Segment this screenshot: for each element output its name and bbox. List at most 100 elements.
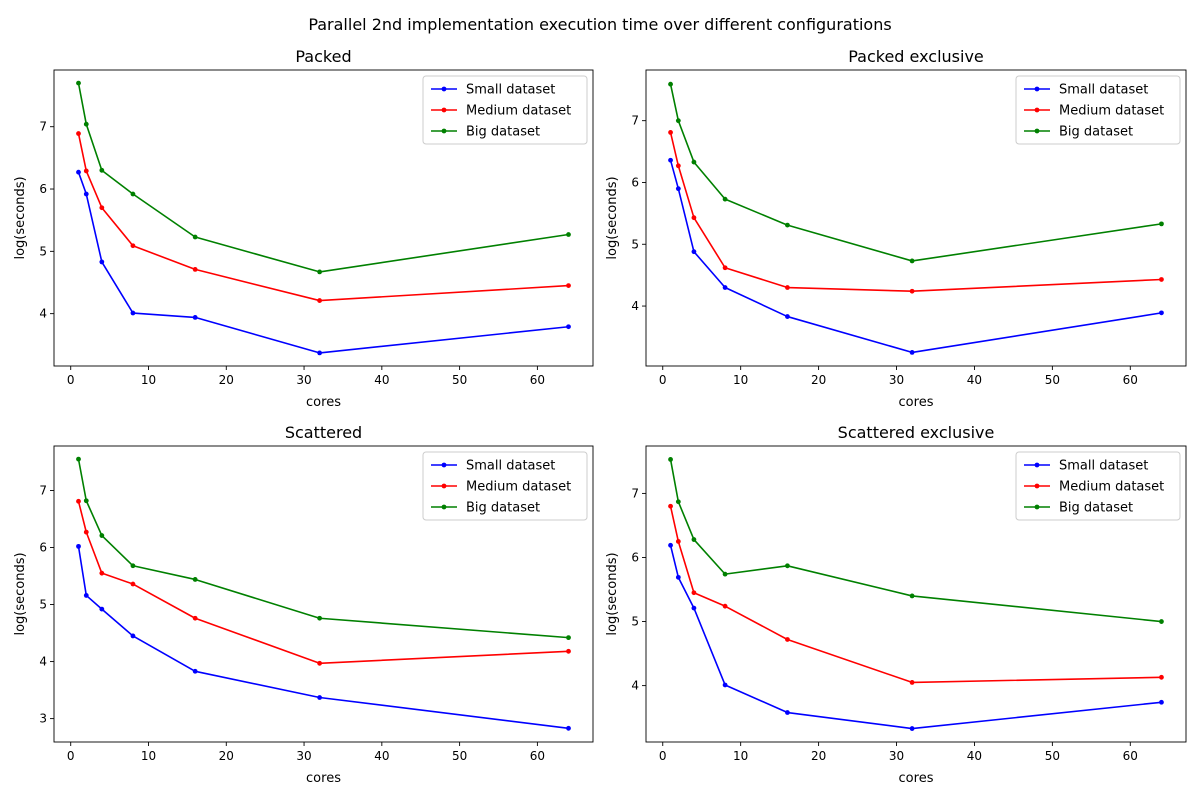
data-point	[83, 529, 89, 535]
data-point	[76, 498, 81, 504]
series-line-1	[77, 133, 569, 302]
x-tick-label: 50	[452, 749, 467, 763]
series-line-1	[77, 501, 569, 665]
data-point	[785, 637, 790, 642]
legend-marker	[1034, 483, 1040, 489]
data-point	[83, 168, 89, 174]
y-tick-label: 3	[39, 712, 47, 726]
data-point	[566, 648, 571, 654]
data-point	[722, 285, 728, 290]
x-tick-label: 10	[733, 749, 748, 763]
data-point	[691, 215, 697, 221]
x-axis-label: cores	[306, 771, 341, 786]
y-tick-label: 7	[39, 483, 47, 497]
data-point	[317, 350, 323, 356]
x-tick-label: 40	[374, 373, 389, 387]
data-point	[691, 249, 697, 255]
legend-marker	[1034, 86, 1040, 92]
y-axis-label: log(seconds)	[605, 176, 620, 259]
legend-marker	[1034, 462, 1040, 468]
y-tick-label: 5	[39, 598, 47, 612]
data-point	[130, 563, 136, 569]
data-point	[192, 267, 198, 272]
data-point	[722, 265, 728, 271]
data-point	[76, 456, 81, 462]
x-tick-label: 0	[659, 373, 667, 387]
legend: Small dataset Medium dataset Big dataset	[422, 451, 588, 521]
axes-frame	[645, 445, 1187, 743]
legend-label: Small dataset	[1059, 83, 1148, 98]
data-point	[76, 169, 81, 175]
x-tick-label: 50	[452, 373, 467, 387]
legend-box	[422, 451, 588, 521]
x-tick-label: 20	[219, 373, 234, 387]
data-point	[668, 130, 673, 135]
y-tick-label: 6	[39, 541, 47, 555]
legend-marker	[441, 86, 447, 92]
data-point	[566, 232, 571, 237]
data-point	[722, 682, 728, 688]
y-tick-label: 6	[631, 175, 639, 189]
y-axis-label: log(seconds)	[13, 552, 28, 635]
legend-box	[1015, 451, 1181, 521]
legend-label: Big dataset	[466, 501, 540, 516]
data-point	[83, 191, 89, 197]
x-tick-label: 50	[1045, 373, 1060, 387]
data-point	[192, 577, 198, 582]
data-point	[785, 710, 790, 715]
legend-label: Medium dataset	[466, 480, 571, 495]
x-axis-label: cores	[306, 395, 341, 410]
panel-title: Scattered	[285, 423, 362, 442]
x-tick-label: 30	[296, 373, 311, 387]
data-point	[722, 571, 728, 577]
legend-label: Small dataset	[466, 83, 555, 98]
x-tick-label: 20	[811, 373, 826, 387]
x-tick-label: 60	[530, 373, 545, 387]
data-point	[566, 324, 571, 330]
x-tick-label: 40	[374, 749, 389, 763]
axes-frame	[53, 69, 594, 367]
legend-marker	[441, 107, 447, 113]
legend: Small dataset Medium dataset Big dataset	[1015, 451, 1181, 521]
data-point	[668, 542, 673, 548]
data-point	[192, 314, 198, 320]
data-point	[566, 283, 571, 289]
data-point	[1159, 277, 1164, 282]
y-tick-label: 6	[39, 182, 47, 196]
legend-box	[422, 75, 588, 145]
series-line-1	[669, 132, 1162, 293]
legend-marker	[1034, 504, 1040, 510]
y-axis-label: log(seconds)	[605, 552, 620, 635]
y-tick-label: 5	[631, 237, 639, 251]
y-tick-label: 7	[631, 486, 639, 500]
panel-packed: Packed 0 10 20 30 40 50 60 4 5 6 7 cores log(seconds)…	[13, 47, 594, 410]
data-point	[909, 680, 915, 685]
data-point	[192, 668, 198, 674]
data-point	[83, 593, 89, 598]
x-tick-label: 0	[67, 749, 75, 763]
axes-frame	[53, 445, 594, 743]
data-point	[317, 269, 323, 275]
y-tick-label: 6	[631, 550, 639, 564]
legend: Small dataset Medium dataset Big dataset	[422, 75, 588, 145]
data-point	[76, 131, 81, 136]
legend-marker	[441, 462, 447, 468]
legend-label: Small dataset	[466, 459, 555, 474]
data-point	[691, 159, 697, 165]
legend-marker	[1034, 128, 1040, 134]
y-tick-label: 5	[39, 244, 47, 258]
x-tick-label: 30	[296, 749, 311, 763]
series-line-0	[669, 160, 1162, 354]
legend-marker	[1034, 107, 1040, 113]
panel-scattered-exclusive: Scattered exclusive 0 10 20 30 40 50 60 4 5 6 7 core…	[605, 423, 1187, 786]
data-point	[675, 186, 681, 192]
data-point	[76, 80, 81, 86]
data-point	[691, 590, 697, 596]
data-point	[130, 243, 136, 249]
series-line-0	[77, 546, 569, 730]
x-tick-label: 40	[967, 749, 982, 763]
data-point	[668, 457, 673, 462]
legend-label: Big dataset	[466, 125, 540, 140]
data-point	[99, 606, 105, 612]
